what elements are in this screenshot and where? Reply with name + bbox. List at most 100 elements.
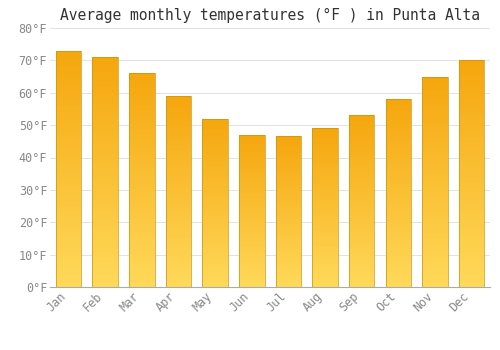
Bar (202, 134, 228, 135)
Bar (349, 282, 374, 284)
Bar (239, 185, 264, 187)
Bar (459, 174, 484, 176)
Bar (422, 205, 448, 207)
Bar (386, 174, 411, 176)
Bar (386, 212, 411, 214)
Bar (349, 177, 374, 179)
Bar (312, 266, 338, 268)
Bar (166, 186, 191, 188)
Bar (349, 117, 374, 119)
Bar (386, 231, 411, 232)
Bar (276, 142, 301, 144)
Bar (386, 167, 411, 169)
Bar (92, 197, 118, 199)
Bar (422, 247, 448, 249)
Bar (312, 144, 338, 146)
Bar (312, 227, 338, 228)
Bar (422, 77, 448, 79)
Bar (239, 188, 264, 190)
Bar (92, 89, 118, 92)
Bar (202, 210, 228, 211)
Bar (312, 167, 338, 168)
Bar (239, 225, 264, 226)
Bar (166, 205, 191, 207)
Bar (92, 241, 118, 243)
Bar (92, 188, 118, 190)
Bar (202, 198, 228, 199)
Bar (56, 124, 81, 126)
Bar (459, 164, 484, 167)
Bar (422, 131, 448, 133)
Bar (129, 246, 154, 248)
Bar (92, 285, 118, 287)
Bar (312, 128, 338, 287)
Bar (239, 244, 264, 246)
Bar (202, 216, 228, 218)
Bar (459, 83, 484, 85)
Bar (129, 195, 154, 197)
Bar (166, 159, 191, 161)
Bar (312, 162, 338, 163)
Bar (166, 138, 191, 140)
Bar (129, 244, 154, 246)
Bar (312, 246, 338, 247)
Bar (459, 221, 484, 224)
Bar (202, 280, 228, 282)
Bar (422, 177, 448, 180)
Bar (239, 272, 264, 273)
Bar (459, 187, 484, 190)
Bar (92, 232, 118, 234)
Bar (166, 152, 191, 153)
Bar (276, 136, 301, 287)
Bar (349, 119, 374, 120)
Bar (349, 256, 374, 258)
Bar (239, 247, 264, 249)
Bar (129, 221, 154, 223)
Bar (129, 285, 154, 287)
Bar (312, 184, 338, 186)
Bar (459, 203, 484, 205)
Bar (56, 256, 81, 259)
Bar (459, 253, 484, 255)
Bar (386, 99, 411, 287)
Bar (386, 255, 411, 257)
Bar (92, 96, 118, 98)
Bar (129, 238, 154, 240)
Bar (386, 188, 411, 189)
Bar (92, 220, 118, 223)
Bar (56, 235, 81, 237)
Bar (422, 234, 448, 237)
Bar (386, 229, 411, 231)
Bar (166, 111, 191, 113)
Bar (312, 176, 338, 177)
Bar (386, 238, 411, 240)
Bar (129, 174, 154, 176)
Bar (349, 247, 374, 249)
Bar (276, 281, 301, 282)
Bar (56, 278, 81, 280)
Bar (349, 153, 374, 155)
Bar (312, 143, 338, 144)
Bar (202, 167, 228, 169)
Bar (422, 214, 448, 216)
Bar (276, 182, 301, 183)
Bar (92, 140, 118, 142)
Bar (349, 284, 374, 285)
Bar (386, 158, 411, 159)
Bar (92, 167, 118, 170)
Bar (349, 251, 374, 253)
Bar (459, 92, 484, 94)
Bar (56, 93, 81, 96)
Bar (349, 186, 374, 188)
Bar (202, 174, 228, 176)
Bar (459, 198, 484, 201)
Bar (202, 194, 228, 196)
Bar (129, 107, 154, 110)
Bar (312, 138, 338, 139)
Bar (239, 142, 264, 144)
Bar (276, 141, 301, 142)
Bar (422, 201, 448, 203)
Bar (386, 225, 411, 227)
Bar (166, 270, 191, 272)
Bar (349, 156, 374, 158)
